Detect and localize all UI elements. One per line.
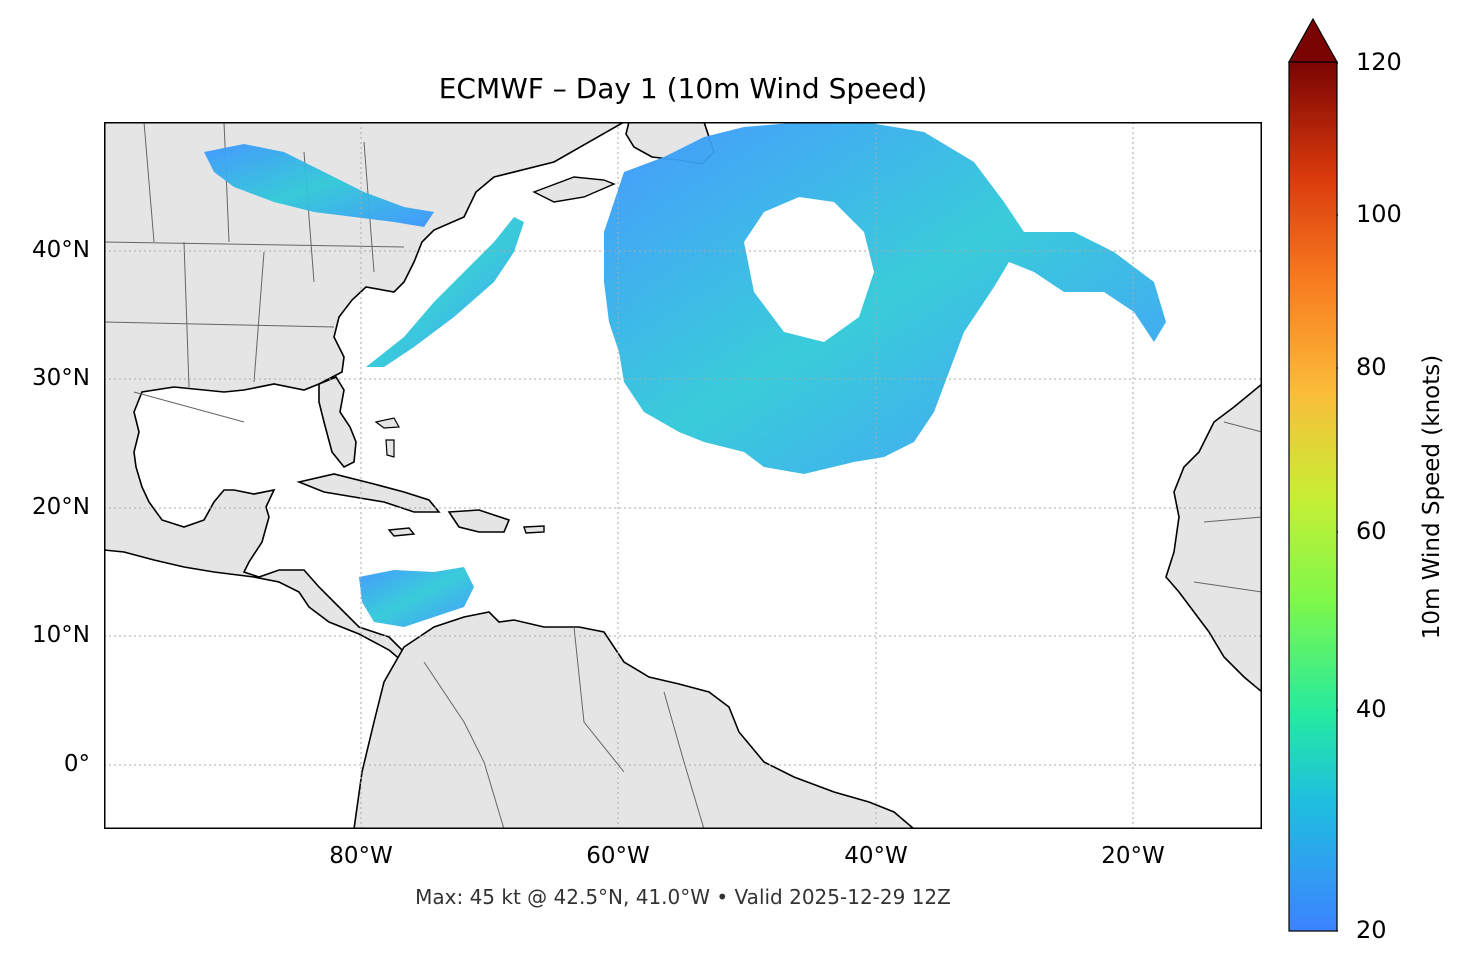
- wind-us-east-coast: [366, 217, 524, 367]
- land-cuba: [296, 473, 441, 513]
- colorbar-gradient: [1288, 61, 1338, 932]
- land-florida: [318, 376, 357, 469]
- gridlines: [104, 122, 1262, 829]
- land-africa: [1165, 382, 1262, 694]
- land-nova-scotia: [532, 176, 616, 203]
- colorbar-tick-label: 100: [1356, 200, 1402, 228]
- y-tick-label: 40°N: [32, 237, 90, 263]
- map-panel[interactable]: [104, 122, 1262, 829]
- map-title: ECMWF – Day 1 (10m Wind Speed): [438, 72, 928, 105]
- land-puerto-rico: [523, 525, 545, 534]
- wind-caribbean: [359, 567, 474, 627]
- wind-cyclone-main: [604, 122, 1166, 474]
- colorbar-tick-label: 20: [1356, 916, 1387, 944]
- colorbar-tick-label: 40: [1356, 695, 1387, 723]
- x-tick-label: 60°W: [586, 843, 650, 869]
- land-south-america: [353, 611, 916, 829]
- colorbar-tick-label: 120: [1356, 48, 1402, 76]
- land-jamaica: [387, 527, 416, 537]
- y-tick-label: 0°: [63, 751, 90, 777]
- colorbar-label-text: 10m Wind Speed (knots): [1419, 354, 1445, 640]
- colorbar-tick-label: 80: [1356, 353, 1387, 381]
- land-bahamas: [374, 417, 400, 458]
- x-tick-label: 40°W: [844, 843, 908, 869]
- map-border: [104, 122, 1262, 829]
- wind-great-lakes: [204, 144, 434, 227]
- colorbar-svg: [1287, 17, 1344, 932]
- y-tick-label: 10°N: [32, 622, 90, 648]
- land-north-america: [104, 122, 626, 704]
- x-tick-label: 20°W: [1101, 843, 1165, 869]
- max-wind-footer: Max: 45 kt @ 42.5°N, 41.0°W • Valid 2025…: [415, 885, 951, 909]
- map-svg[interactable]: [104, 122, 1262, 829]
- wind-speed-field: [204, 122, 1166, 627]
- colorbar-tick-label: 60: [1356, 517, 1387, 545]
- colorbar: [1287, 17, 1344, 932]
- y-tick-label: 20°N: [32, 494, 90, 520]
- y-tick-label: 30°N: [32, 365, 90, 391]
- land-hispaniola: [447, 509, 511, 533]
- x-tick-label: 80°W: [329, 843, 393, 869]
- colorbar-extend-arrow: [1287, 17, 1339, 63]
